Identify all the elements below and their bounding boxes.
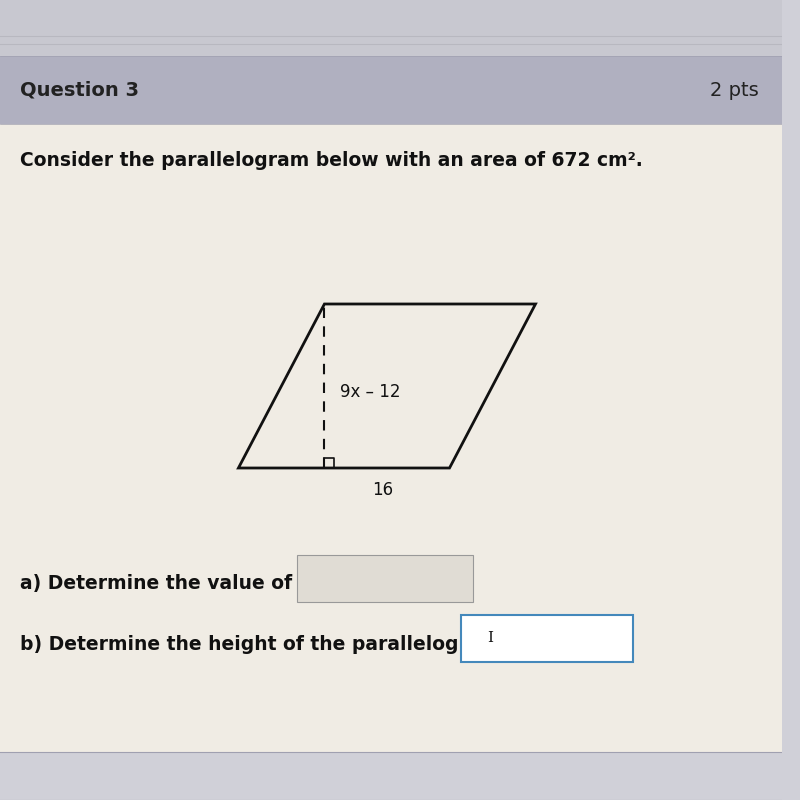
Polygon shape xyxy=(238,304,535,468)
Text: 16: 16 xyxy=(373,481,394,498)
Text: 2 pts: 2 pts xyxy=(710,81,758,100)
Text: a) Determine the value of x.: a) Determine the value of x. xyxy=(19,574,318,594)
FancyBboxPatch shape xyxy=(0,0,782,56)
Text: Consider the parallelogram below with an area of 672 cm².: Consider the parallelogram below with an… xyxy=(19,150,642,170)
Text: I: I xyxy=(486,631,493,646)
FancyBboxPatch shape xyxy=(462,615,634,662)
Text: b) Determine the height of the parallelogram.: b) Determine the height of the parallelo… xyxy=(19,634,506,654)
FancyBboxPatch shape xyxy=(297,555,473,602)
FancyBboxPatch shape xyxy=(0,56,782,124)
Text: 9x – 12: 9x – 12 xyxy=(340,383,401,401)
FancyBboxPatch shape xyxy=(0,124,782,752)
Text: Question 3: Question 3 xyxy=(19,81,138,100)
